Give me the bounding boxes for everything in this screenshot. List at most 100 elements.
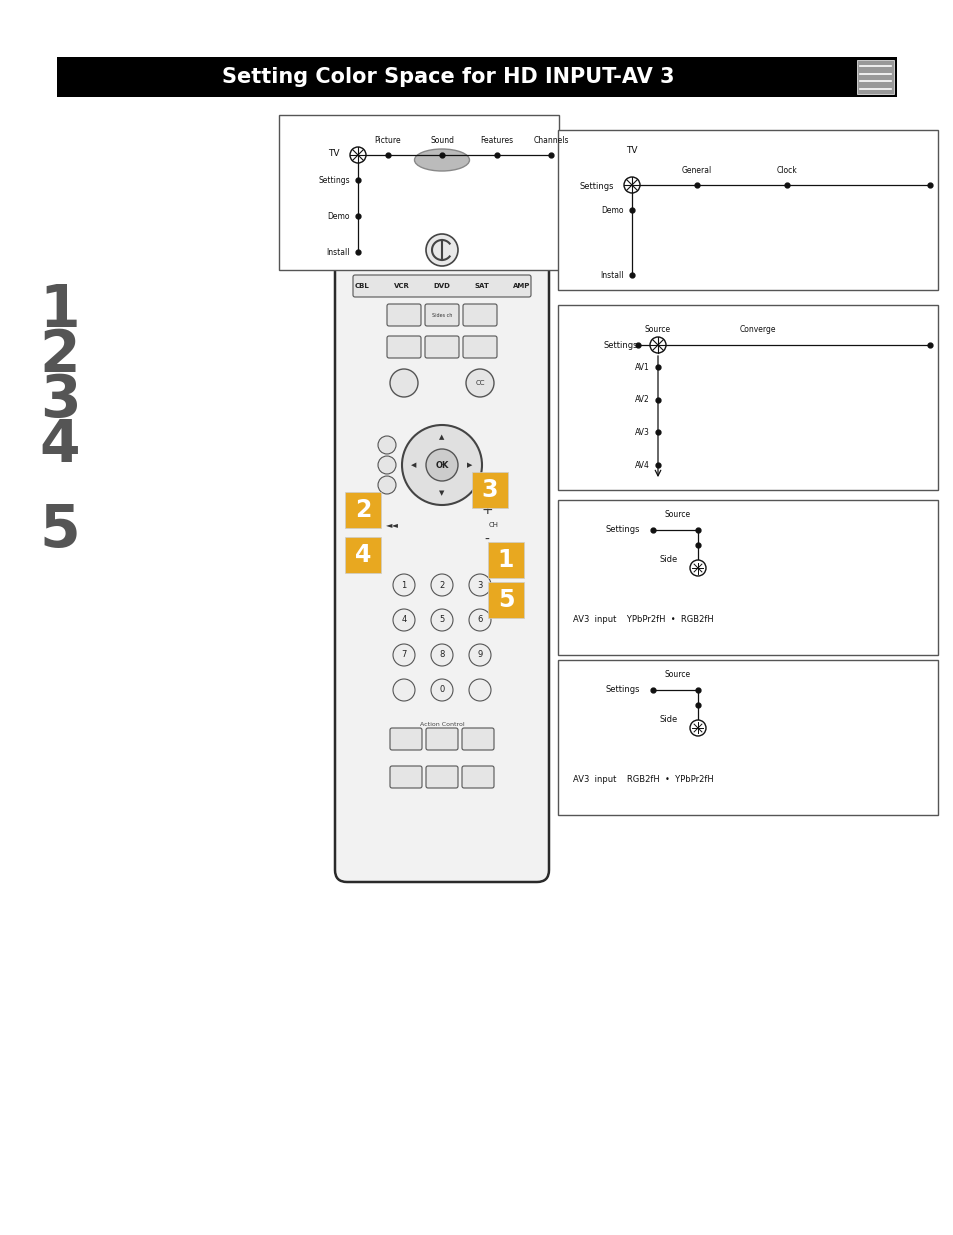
Text: ◀: ◀ — [411, 462, 416, 468]
Text: OK: OK — [435, 461, 448, 469]
Bar — [472, 472, 507, 508]
FancyBboxPatch shape — [462, 304, 497, 326]
Circle shape — [431, 643, 453, 666]
Text: 2: 2 — [40, 326, 80, 384]
Circle shape — [465, 369, 494, 396]
Ellipse shape — [414, 149, 469, 170]
Bar — [558, 130, 937, 290]
Text: 0: 0 — [439, 685, 444, 694]
Circle shape — [393, 643, 415, 666]
Text: 2: 2 — [355, 498, 371, 522]
Circle shape — [390, 369, 417, 396]
Text: ▶: ▶ — [467, 462, 472, 468]
Text: Features: Features — [479, 136, 513, 144]
FancyBboxPatch shape — [424, 304, 458, 326]
Text: 9: 9 — [476, 651, 482, 659]
Circle shape — [393, 679, 415, 701]
Text: Settings: Settings — [603, 341, 638, 350]
FancyBboxPatch shape — [424, 336, 458, 358]
Text: Sides ch: Sides ch — [432, 312, 452, 317]
Text: Settings: Settings — [605, 685, 639, 694]
Text: 6: 6 — [476, 615, 482, 625]
Text: ▲: ▲ — [438, 433, 444, 440]
Text: DVD: DVD — [433, 283, 450, 289]
FancyBboxPatch shape — [461, 727, 494, 750]
Text: 5: 5 — [439, 615, 444, 625]
Text: TV: TV — [625, 146, 638, 154]
Text: AV2: AV2 — [635, 395, 649, 404]
Text: ◄◄: ◄◄ — [385, 520, 398, 530]
Circle shape — [377, 475, 395, 494]
FancyBboxPatch shape — [390, 727, 421, 750]
FancyBboxPatch shape — [426, 766, 457, 788]
Circle shape — [469, 643, 491, 666]
Text: General: General — [681, 165, 711, 175]
Text: AV4: AV4 — [635, 461, 649, 469]
Text: Install: Install — [326, 247, 350, 257]
Polygon shape — [381, 161, 501, 215]
Text: 5: 5 — [497, 588, 514, 613]
Text: 7: 7 — [401, 651, 406, 659]
Text: Install: Install — [599, 270, 623, 279]
Text: Source: Source — [664, 510, 690, 519]
Text: Source: Source — [644, 325, 670, 333]
Circle shape — [469, 679, 491, 701]
Bar — [57, 57, 896, 98]
Text: 5: 5 — [40, 501, 80, 558]
Circle shape — [393, 609, 415, 631]
FancyBboxPatch shape — [353, 275, 531, 296]
FancyBboxPatch shape — [390, 766, 421, 788]
Text: 3: 3 — [476, 580, 482, 589]
Text: AV3  input    YPbPr2fH  •  RGB2fH: AV3 input YPbPr2fH • RGB2fH — [573, 615, 713, 625]
Text: AV1: AV1 — [635, 363, 649, 372]
Bar — [558, 500, 937, 655]
Circle shape — [401, 425, 481, 505]
FancyBboxPatch shape — [426, 727, 457, 750]
Text: 8: 8 — [438, 651, 444, 659]
Bar — [558, 659, 937, 815]
Text: AV3  input    RGB2fH  •  YPbPr2fH: AV3 input RGB2fH • YPbPr2fH — [573, 776, 713, 784]
Text: -: - — [484, 534, 489, 547]
Text: Settings: Settings — [318, 175, 350, 184]
Text: CH: CH — [489, 522, 498, 529]
Text: VCR: VCR — [394, 283, 410, 289]
FancyBboxPatch shape — [387, 304, 420, 326]
Text: AMP: AMP — [513, 283, 530, 289]
FancyBboxPatch shape — [387, 336, 420, 358]
Text: 1: 1 — [497, 548, 514, 572]
Text: Demo: Demo — [601, 205, 623, 215]
Text: 1: 1 — [40, 282, 80, 338]
Circle shape — [431, 574, 453, 597]
Circle shape — [431, 679, 453, 701]
Bar — [345, 537, 380, 573]
Bar — [345, 492, 380, 529]
Circle shape — [426, 233, 457, 266]
Text: 4: 4 — [355, 543, 371, 567]
Text: CBL: CBL — [355, 283, 369, 289]
Text: Action Control: Action Control — [419, 722, 464, 727]
Circle shape — [393, 574, 415, 597]
Bar — [856, 61, 893, 94]
Text: SAT: SAT — [474, 283, 489, 289]
Text: Picture: Picture — [375, 136, 401, 144]
Circle shape — [377, 436, 395, 454]
Text: Channels: Channels — [533, 136, 568, 144]
Circle shape — [689, 720, 705, 736]
Circle shape — [350, 147, 366, 163]
Text: TV: TV — [328, 148, 339, 158]
Text: Side: Side — [659, 556, 678, 564]
Bar — [278, 115, 558, 270]
Bar — [488, 542, 523, 578]
Text: 4: 4 — [40, 416, 80, 473]
Text: 2: 2 — [439, 580, 444, 589]
FancyBboxPatch shape — [462, 336, 497, 358]
Bar — [488, 582, 523, 618]
Text: CC: CC — [475, 380, 484, 387]
Circle shape — [469, 609, 491, 631]
Text: Clock: Clock — [776, 165, 797, 175]
Text: Settings: Settings — [578, 182, 614, 190]
Text: ▼: ▼ — [438, 490, 444, 496]
Circle shape — [431, 609, 453, 631]
FancyBboxPatch shape — [461, 766, 494, 788]
Text: Demo: Demo — [327, 211, 350, 221]
